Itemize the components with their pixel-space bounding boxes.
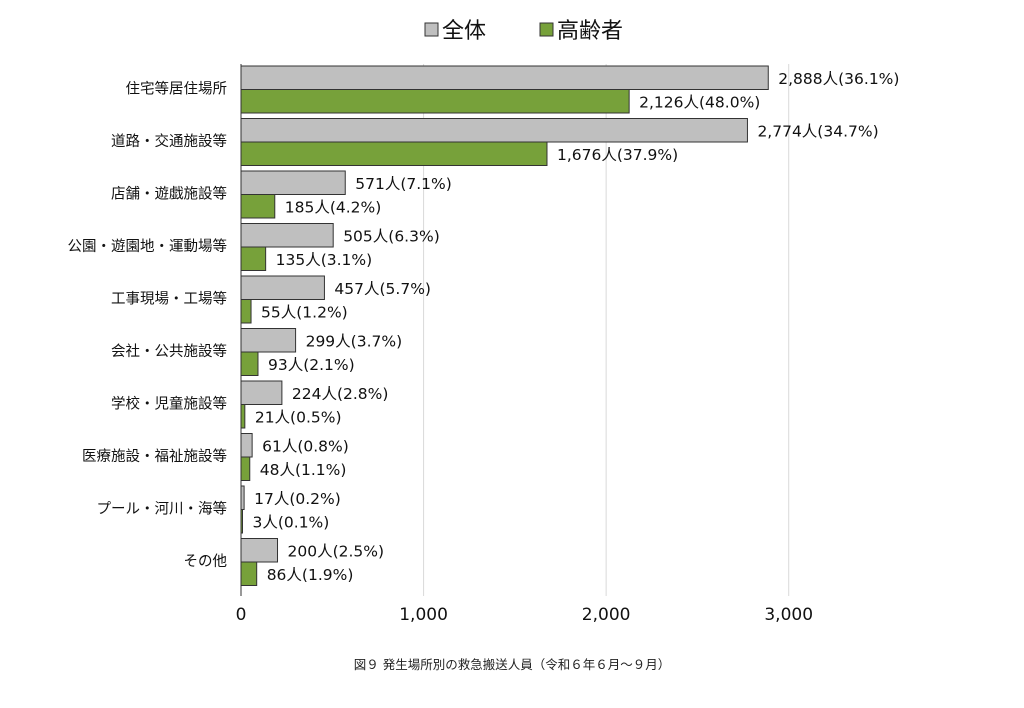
data-label-elderly-8: 3人(0.1%) (253, 513, 330, 531)
x-tick-label-3: 3,000 (764, 605, 813, 625)
bar-elderly-2 (240, 194, 276, 219)
data-label-elderly-9: 86人(1.9%) (267, 566, 354, 584)
category-label-0: 住宅等居住場所 (126, 80, 228, 98)
bar-elderly-4 (240, 299, 252, 324)
data-label-total-6: 224人(2.8%) (292, 385, 389, 403)
category-label-3: 公園・遊園地・運動場等 (68, 237, 228, 255)
data-label-total-4: 457人(5.7%) (334, 280, 431, 298)
data-label-total-3: 505人(6.3%) (343, 227, 440, 245)
data-label-total-0: 2,888人(36.1%) (778, 70, 899, 88)
data-label-elderly-4: 55人(1.2%) (261, 303, 348, 321)
x-tick-label-1: 1,000 (399, 605, 448, 625)
bar-total-3 (240, 223, 334, 248)
legend-swatch-elderly (539, 22, 554, 37)
data-label-total-7: 61人(0.8%) (262, 437, 349, 455)
data-label-elderly-6: 21人(0.5%) (255, 408, 342, 426)
bar-total-5 (240, 328, 297, 353)
data-label-total-9: 200人(2.5%) (288, 542, 385, 560)
data-label-total-2: 571人(7.1%) (355, 175, 452, 193)
category-label-8: プール・河川・海等 (97, 500, 228, 518)
bar-total-1 (240, 118, 748, 143)
bar-elderly-7 (240, 456, 251, 481)
data-label-total-8: 17人(0.2%) (254, 490, 341, 508)
category-label-4: 工事現場・工場等 (111, 290, 227, 308)
bar-elderly-6 (240, 404, 246, 429)
bar-total-2 (240, 170, 346, 195)
data-label-elderly-5: 93人(2.1%) (268, 356, 355, 374)
bar-elderly-9 (240, 561, 258, 586)
data-label-elderly-2: 185人(4.2%) (285, 198, 382, 216)
bar-total-7 (240, 433, 253, 458)
bar-total-6 (240, 380, 283, 405)
bar-elderly-5 (240, 351, 259, 376)
x-tick-label-0: 0 (236, 605, 247, 625)
data-label-elderly-1: 1,676人(37.9%) (557, 146, 678, 164)
data-label-elderly-0: 2,126人(48.0%) (639, 93, 760, 111)
bar-chart: 2,888人(36.1%) 2,126人(48.0%) 住宅等居住場所 2,774人(… (68, 19, 900, 625)
data-label-elderly-7: 48人(1.1%) (260, 461, 347, 479)
data-label-elderly-3: 135人(3.1%) (276, 251, 373, 269)
legend-swatch-total (424, 22, 439, 37)
bar-total-4 (240, 275, 325, 300)
bar-elderly-1 (240, 141, 548, 166)
bar-elderly-3 (240, 246, 267, 271)
category-label-1: 道路・交通施設等 (111, 132, 227, 150)
x-tick-label-2: 2,000 (582, 605, 631, 625)
category-label-2: 店舗・遊戯施設等 (111, 185, 227, 203)
bar-elderly-0 (240, 89, 630, 114)
category-label-9: その他 (184, 553, 228, 570)
data-label-total-5: 299人(3.7%) (306, 332, 403, 350)
bar-total-9 (240, 538, 279, 563)
data-label-total-1: 2,774人(34.7%) (757, 122, 878, 140)
category-label-7: 医療施設・福祉施設等 (82, 447, 227, 465)
figure-caption: 図９ 発生場所別の救急搬送人員（令和６年６月～９月） (353, 657, 671, 672)
legend-label-elderly: 高齢者 (557, 19, 623, 44)
legend-label-total: 全体 (442, 19, 486, 44)
category-label-6: 学校・児童施設等 (111, 395, 227, 413)
category-label-5: 会社・公共施設等 (111, 342, 227, 360)
bar-total-0 (240, 65, 769, 90)
